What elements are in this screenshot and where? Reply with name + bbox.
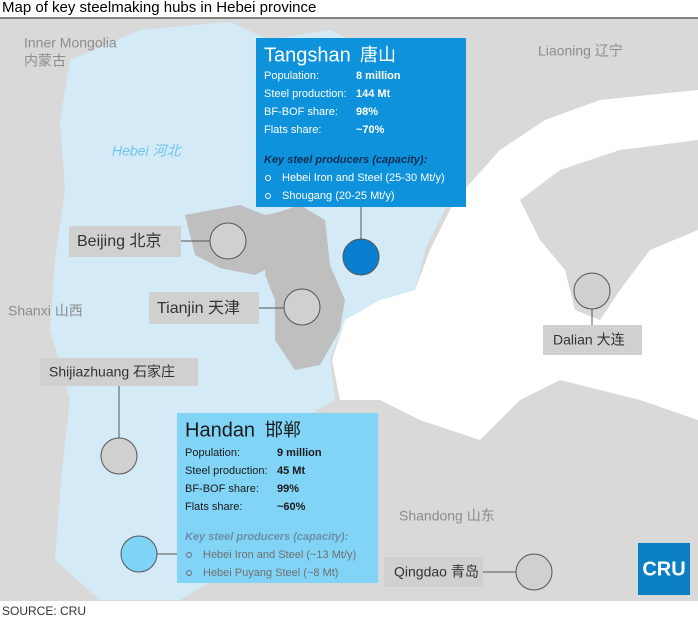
bullet xyxy=(265,193,271,199)
city-box xyxy=(149,292,259,324)
city-label: Beijing 北京 xyxy=(77,232,161,250)
stat-value: 45 Mt xyxy=(277,465,305,477)
stat-value: ~70% xyxy=(356,124,385,136)
region-label: Hebei 河北 xyxy=(112,143,182,159)
city-box xyxy=(543,325,642,355)
city-marker xyxy=(100,437,138,475)
stat-label: Steel production: xyxy=(264,88,347,100)
bullet xyxy=(186,552,192,558)
source: SOURCE: CRU xyxy=(2,604,86,618)
stat-label: BF-BOF share: xyxy=(264,106,338,118)
producer: Hebei Puyang Steel (~8 Mt) xyxy=(203,567,338,579)
city-marker xyxy=(573,272,611,310)
city-label: Dalian 大连 xyxy=(553,332,625,348)
tianjin-area xyxy=(265,205,345,370)
producers-title: Key steel producers (capacity): xyxy=(185,531,349,543)
city-callouts: Beijing 北京 Tianjin 天津 Shijiazhuang 石家庄 D… xyxy=(40,222,642,591)
hub-marker xyxy=(342,238,380,276)
producer: Shougang (20-25 Mt/y) xyxy=(282,190,395,202)
producer: Hebei Iron and Steel (25-30 Mt/y) xyxy=(282,172,445,184)
region-label: 内蒙古 xyxy=(24,53,66,69)
producer: Hebei Iron and Steel (~13 Mt/y) xyxy=(203,549,356,561)
stat-value: 144 Mt xyxy=(356,88,391,100)
stat-value: 8 million xyxy=(356,70,401,82)
hub-marker xyxy=(120,535,158,573)
city-marker xyxy=(209,222,247,260)
stat-label: Population: xyxy=(264,70,319,82)
hub-box xyxy=(177,413,378,583)
city-box xyxy=(69,226,181,257)
hub-name-cn: 邯郸 xyxy=(265,420,301,440)
hub-box xyxy=(256,38,466,207)
city-label: Qingdao 青岛 xyxy=(394,564,479,580)
city-label: Tianjin 天津 xyxy=(157,299,240,317)
hub-name-cn: 唐山 xyxy=(360,45,396,65)
city-marker xyxy=(515,553,553,591)
region-label: Shandong 山东 xyxy=(399,508,495,524)
region-label: Liaoning 辽宁 xyxy=(538,43,623,59)
stat-label: BF-BOF share: xyxy=(185,483,259,495)
hub-tangshan: Tangshan 唐山 xyxy=(256,38,466,276)
city-label: Shijiazhuang 石家庄 xyxy=(49,364,175,380)
stat-label: Flats share: xyxy=(185,501,242,513)
title: Map of key steelmaking hubs in Hebei pro… xyxy=(2,0,316,16)
city-marker xyxy=(283,288,321,326)
stat-value: 98% xyxy=(356,106,378,118)
stat-label: Flats share: xyxy=(264,124,321,136)
stat-value: 9 million xyxy=(277,447,322,459)
region-label: Shanxi 山西 xyxy=(8,303,83,319)
bullet xyxy=(186,570,192,576)
city-box xyxy=(40,358,198,386)
liaodong xyxy=(520,140,698,320)
bullet xyxy=(265,175,271,181)
hub-handan: Handan 邯郸 xyxy=(120,413,378,583)
region-label: Inner Mongolia xyxy=(24,35,117,51)
producers-title: Key steel producers (capacity): xyxy=(264,154,428,166)
logo-text: CRU xyxy=(642,558,685,580)
stat-value: ~60% xyxy=(277,501,306,513)
city-box xyxy=(384,557,483,587)
stat-label: Population: xyxy=(185,447,240,459)
hub-name: Tangshan xyxy=(264,44,351,66)
logo xyxy=(638,543,690,595)
shandong xyxy=(440,420,698,601)
stat-label: Steel production: xyxy=(185,465,268,477)
stat-value: 99% xyxy=(277,483,299,495)
hub-name: Handan xyxy=(185,419,255,441)
